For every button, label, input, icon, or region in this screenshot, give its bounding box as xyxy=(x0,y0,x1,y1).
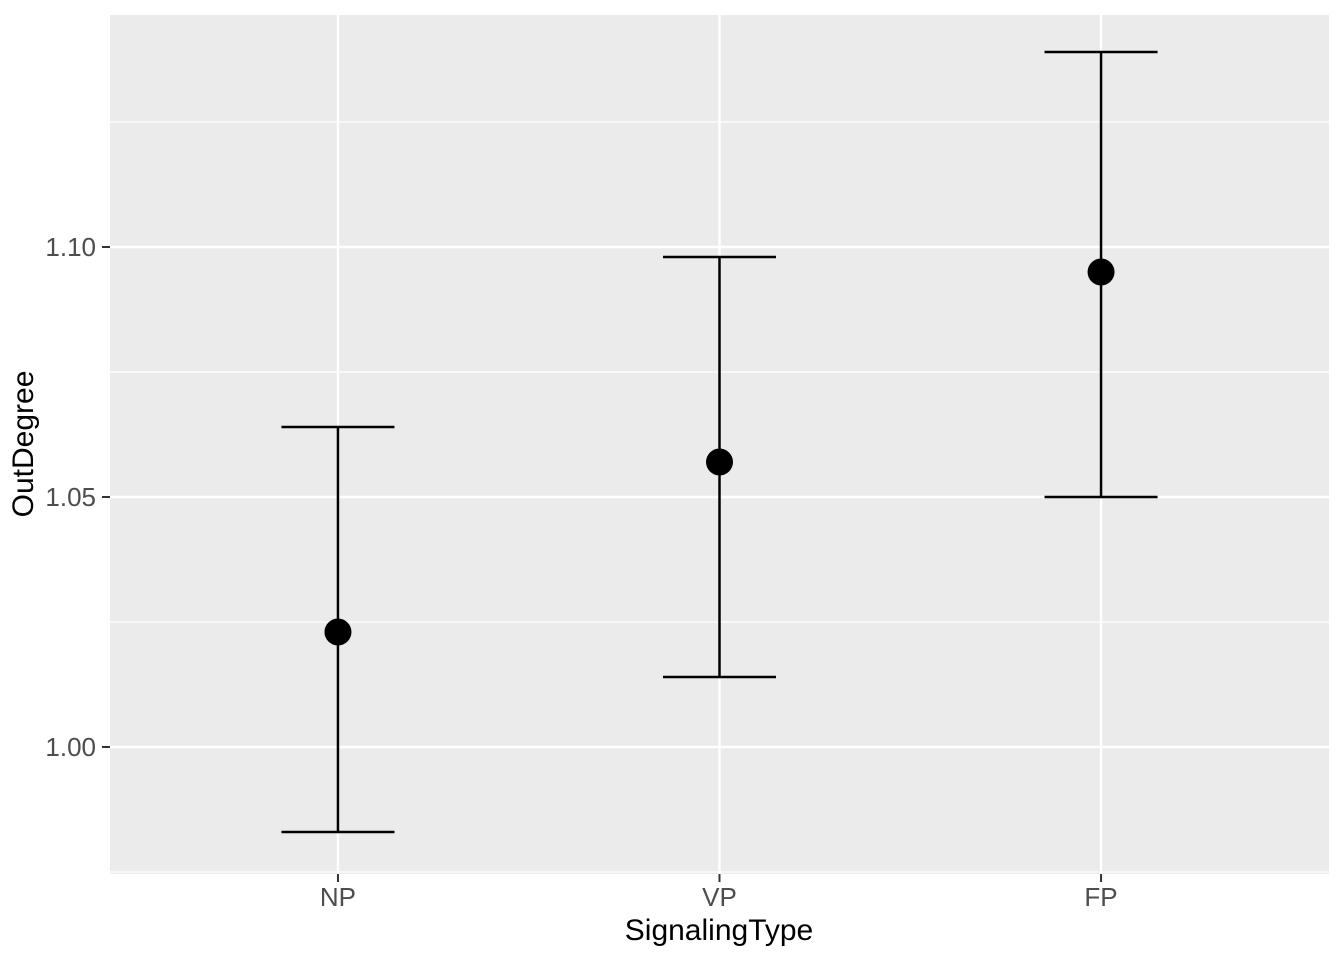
errorbar-np xyxy=(281,425,395,834)
point-estimate xyxy=(1087,258,1115,286)
x-axis-title: SignalingType xyxy=(625,914,813,947)
y-axis-tick-labels: 1.00 1.05 1.10 xyxy=(45,232,96,762)
y-axis-title: OutDegree xyxy=(7,371,40,518)
errorbar-series xyxy=(281,50,1158,834)
y-tick-label: 1.10 xyxy=(45,232,96,262)
point-estimate xyxy=(324,618,352,646)
errorbar-fp xyxy=(1044,50,1158,499)
x-tick-label: VP xyxy=(702,882,737,912)
x-axis-tick-labels: NP VP FP xyxy=(320,882,1118,912)
x-tick-label: FP xyxy=(1084,882,1117,912)
axis-tick-marks xyxy=(102,246,1103,882)
errorbar-vp xyxy=(663,255,776,679)
y-tick-label: 1.05 xyxy=(45,482,96,512)
point-estimate xyxy=(706,448,733,476)
y-tick-label: 1.00 xyxy=(45,732,96,762)
x-tick-label: NP xyxy=(320,882,356,912)
